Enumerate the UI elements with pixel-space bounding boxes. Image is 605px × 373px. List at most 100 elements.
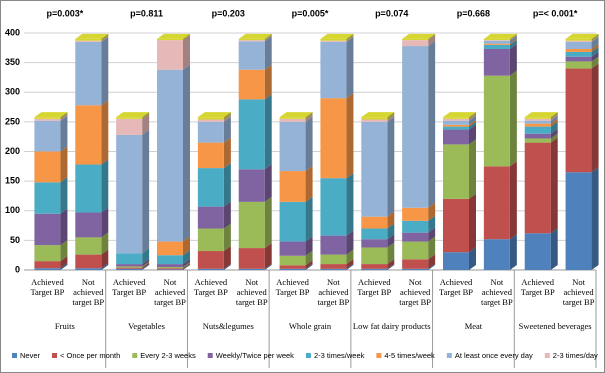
bar-segment: [483, 48, 510, 76]
bar-segment: [279, 171, 306, 202]
bar-segment: [116, 118, 143, 135]
bar-segment: [443, 198, 469, 253]
bar-segment: [279, 265, 306, 269]
bar-side: [60, 113, 68, 121]
legend-label: 2-3 times/day: [553, 351, 598, 360]
bar-side: [346, 36, 354, 99]
bar-label: target BP: [236, 297, 268, 307]
bar-label: Not: [164, 277, 177, 287]
bar-segment: [361, 121, 388, 217]
bar-label: Target BP: [357, 287, 391, 297]
bar-side: [469, 193, 476, 253]
bar-segment: [320, 98, 347, 179]
bar-segment: [279, 117, 306, 119]
bar-side: [469, 139, 476, 199]
bar-side: [550, 128, 558, 139]
bar-side: [101, 159, 109, 213]
bar-segment: [524, 118, 551, 121]
bar-top: [197, 112, 231, 118]
bar-side: [550, 121, 558, 134]
bar-segment: [483, 38, 510, 41]
bar-side: [305, 196, 313, 242]
bar-side: [428, 215, 436, 233]
bar-side: [387, 263, 395, 270]
bar-side: [550, 112, 558, 119]
bar-side: [591, 33, 599, 41]
legend-label: Every 2-3 weeks: [140, 351, 196, 360]
bar-side: [183, 33, 190, 41]
bar-label: Not: [245, 277, 258, 287]
bar-side: [591, 46, 599, 57]
bar-segment: [279, 201, 306, 242]
bar-segment: [524, 138, 551, 143]
bar-segment: [361, 117, 388, 120]
y-tick-label: 100: [5, 205, 20, 215]
bar-label: Not: [82, 277, 95, 287]
bar-segment: [565, 48, 592, 52]
bar-side: [428, 202, 436, 221]
bar-segment: [402, 232, 429, 242]
bar-side: [387, 116, 395, 217]
bar-top: [238, 33, 272, 39]
bar-side: [509, 33, 517, 41]
bar-segment: [443, 252, 469, 270]
bar-side: [60, 115, 68, 152]
bar-side: [60, 112, 68, 119]
bar-side: [469, 119, 476, 127]
bar-side: [509, 38, 517, 45]
bar-side: [509, 70, 517, 167]
bar-label: achieved: [237, 287, 268, 297]
bar-side: [223, 114, 231, 122]
bar-side: [387, 234, 395, 248]
bar-side: [142, 259, 150, 267]
bar-side: [509, 39, 517, 49]
bar-side: [346, 259, 354, 269]
bar-side: [591, 63, 599, 173]
bar-side: [101, 263, 109, 270]
bar-side: [264, 64, 272, 100]
bar-segment: [34, 245, 61, 262]
legend-label: < Once per month: [60, 351, 120, 360]
bar-top: [483, 33, 517, 39]
bar-segment: [238, 248, 265, 269]
group-label: Sweetened beverages: [519, 321, 592, 331]
bar-top: [320, 33, 354, 39]
bar-label: Not: [490, 277, 503, 287]
bar-label: Achieved: [440, 277, 473, 287]
bar-side: [509, 161, 517, 240]
bar-segment: [157, 69, 183, 242]
bar-side: [142, 112, 150, 119]
bar-side: [346, 33, 354, 41]
bar-label: Achieved: [358, 277, 391, 287]
bar-side: [346, 230, 354, 255]
bar-side: [469, 112, 476, 119]
bar-side: [223, 116, 231, 143]
bar-side: [60, 256, 68, 269]
bar-side: [387, 259, 395, 269]
bar-segment: [75, 254, 102, 269]
bar-segment: [75, 40, 102, 42]
bar-side: [264, 33, 272, 41]
bar-segment: [197, 268, 224, 270]
bar-segment: [565, 41, 592, 49]
bar-side: [550, 228, 558, 270]
bar-segment: [238, 40, 265, 42]
bar-segment: [157, 267, 183, 269]
bar-side: [223, 137, 231, 169]
bar-segment: [524, 233, 551, 270]
bar-segment: [483, 43, 510, 45]
bar-label: target BP: [481, 297, 513, 307]
p-value: p=< 0.001*: [533, 8, 578, 18]
bar-segment: [157, 269, 183, 270]
bar-segment: [402, 46, 429, 208]
bar-segment: [443, 117, 469, 119]
bar-side: [428, 35, 436, 47]
bar-segment: [75, 105, 102, 165]
bar-segment: [524, 120, 551, 124]
bar-label: achieved: [155, 287, 186, 297]
bar-segment: [75, 268, 102, 270]
p-value: p=0.203: [212, 8, 245, 18]
bar-segment: [34, 118, 61, 121]
bar-side: [469, 121, 476, 130]
bar-segment: [34, 213, 61, 246]
